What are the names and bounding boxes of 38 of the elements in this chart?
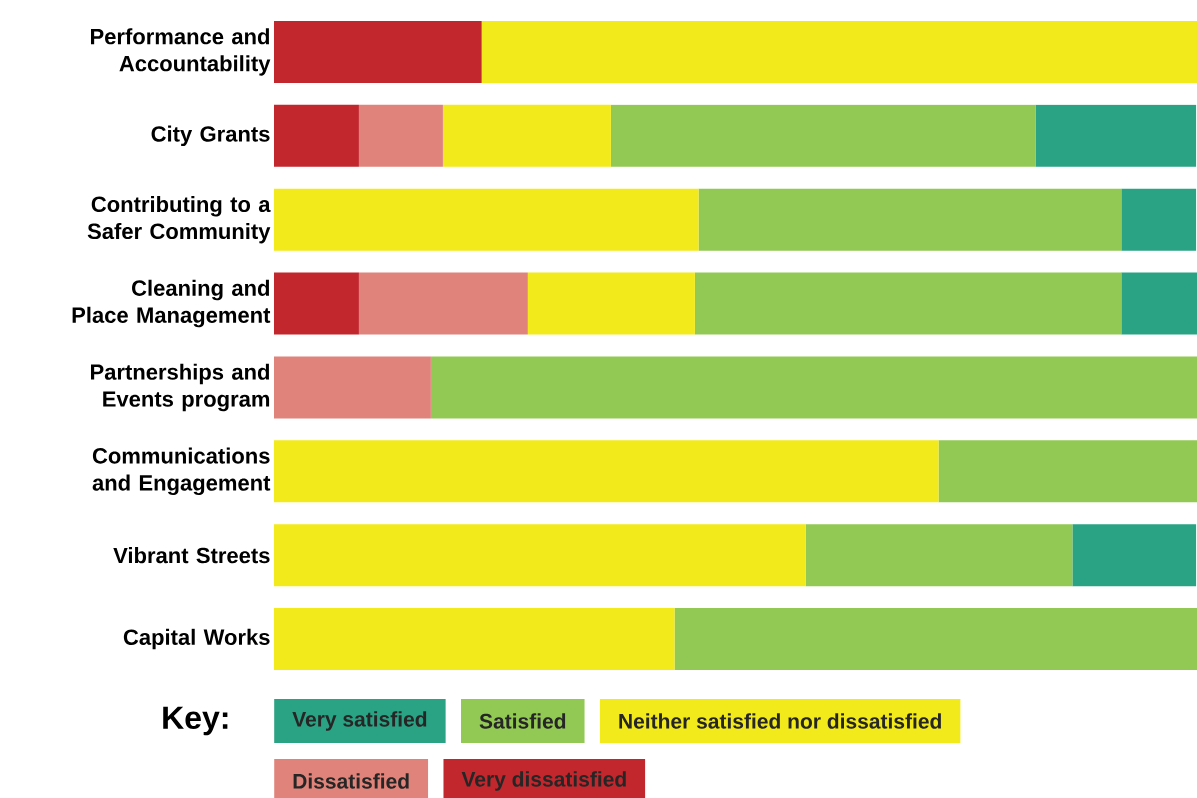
bar: [442, 104, 611, 167]
y-tick-label: Performance and Accountability: [90, 28, 271, 76]
y-tick-label: Capital Works: [123, 628, 270, 650]
y-tick-label: City Grants: [151, 125, 270, 147]
bar: [1121, 188, 1197, 251]
text: Very dissatisfied: [461, 771, 626, 791]
bar: [358, 104, 443, 167]
bar: [610, 104, 1036, 167]
legend-title: Key:: [163, 706, 228, 736]
bar: [527, 272, 695, 335]
text: Satisfied: [479, 713, 566, 729]
bar: [274, 20, 482, 83]
bar: [274, 104, 359, 167]
bar: [1072, 524, 1197, 587]
bar: [938, 440, 1197, 503]
text: Very satisfied: [292, 711, 427, 731]
bar: [358, 272, 528, 335]
bar: [274, 188, 699, 251]
bar: [274, 608, 675, 671]
bar: [274, 524, 806, 587]
text: Dissatisfied: [293, 773, 409, 789]
y-tick-label: Communications and Engagement: [92, 447, 271, 496]
y-tick-label: Partnerships and Events program: [91, 363, 270, 412]
bar: [1035, 104, 1197, 167]
y-tick-label: Cleaning and Place Management: [72, 279, 271, 328]
bar: [698, 188, 1122, 251]
text: Neither satisfied nor dissatisfied: [619, 713, 941, 729]
y-tick-label: Vibrant Streets: [113, 547, 270, 564]
bar: [430, 356, 1197, 419]
bar: [1121, 272, 1197, 335]
bar: [481, 20, 1197, 83]
bar: [805, 524, 1073, 587]
bar: [274, 440, 939, 503]
bar: [694, 272, 1122, 335]
bar: [674, 608, 1197, 671]
bar: [274, 272, 359, 335]
bar: [274, 356, 431, 419]
y-tick-label: Contributing to a Safer Community: [87, 195, 271, 244]
